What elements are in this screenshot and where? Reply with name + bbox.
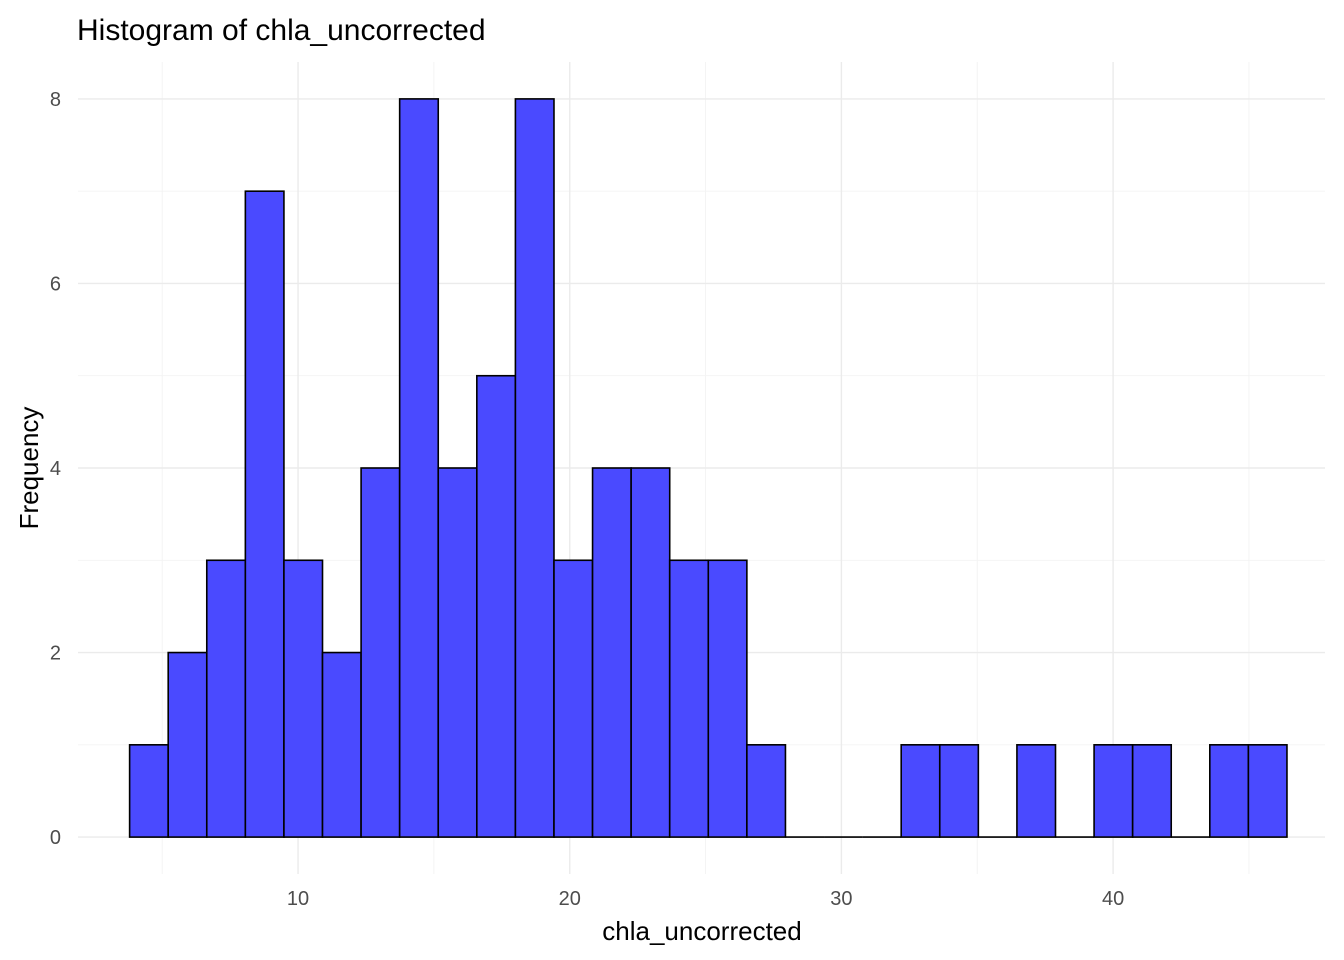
histogram-bar bbox=[244, 190, 285, 838]
x-tick-label: 10 bbox=[287, 888, 309, 910]
histogram-bar bbox=[476, 374, 517, 838]
x-axis-title: chla_uncorrected bbox=[602, 916, 801, 946]
histogram-bar bbox=[1093, 744, 1134, 838]
histogram-bar bbox=[437, 467, 478, 838]
x-tick-label: 30 bbox=[830, 888, 852, 910]
histogram-bar bbox=[900, 744, 941, 838]
histogram-bar bbox=[630, 467, 671, 838]
y-axis-tick-labels: 0 2 4 6 8 bbox=[50, 89, 61, 849]
y-tick-label: 4 bbox=[50, 458, 61, 480]
x-tick-label: 40 bbox=[1102, 888, 1124, 910]
histogram-bar bbox=[938, 744, 980, 838]
histogram-bar bbox=[514, 98, 555, 838]
histogram-bar bbox=[398, 98, 440, 838]
x-tick-label: 20 bbox=[559, 888, 581, 910]
histogram-bar bbox=[1247, 744, 1288, 838]
y-tick-label: 0 bbox=[50, 827, 61, 849]
histogram-bar bbox=[1131, 744, 1173, 838]
histogram-bar bbox=[1209, 744, 1250, 838]
histogram-bar bbox=[205, 559, 247, 838]
histogram-bar bbox=[128, 744, 169, 838]
histogram-bar bbox=[167, 651, 208, 838]
histogram-bar bbox=[321, 651, 362, 838]
y-axis-title: Frequency bbox=[14, 407, 44, 530]
x-axis-tick-labels: 10 20 30 40 bbox=[287, 888, 1124, 910]
histogram-bar bbox=[746, 744, 787, 838]
chart-title: Histogram of chla_uncorrected bbox=[77, 14, 486, 47]
histogram-bar bbox=[1016, 744, 1057, 838]
histogram-bar bbox=[591, 467, 632, 838]
y-tick-label: 6 bbox=[50, 273, 61, 295]
histogram-bar bbox=[553, 559, 594, 838]
histogram-bars bbox=[128, 98, 1288, 838]
histogram-bar bbox=[707, 559, 748, 838]
histogram-bar bbox=[360, 467, 401, 838]
histogram-bar bbox=[283, 559, 324, 838]
y-tick-label: 2 bbox=[50, 643, 61, 665]
y-tick-label: 8 bbox=[50, 89, 61, 111]
histogram-bar bbox=[668, 559, 710, 838]
